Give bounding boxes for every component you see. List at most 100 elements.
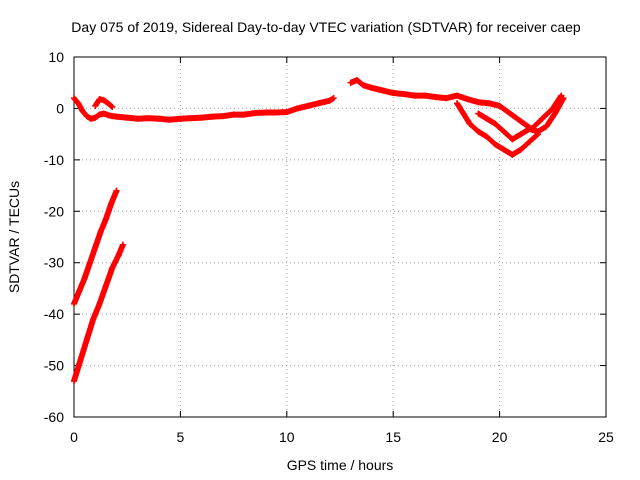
- data-point: [96, 300, 103, 307]
- data-point: [79, 108, 86, 114]
- x-tick-label: 10: [279, 429, 295, 445]
- data-point: [102, 216, 109, 222]
- x-tick-label: 20: [492, 429, 508, 445]
- data-point: [219, 113, 226, 120]
- data-point: [134, 115, 141, 122]
- data-point: [77, 357, 84, 364]
- data-point: [92, 102, 99, 109]
- data-point: [92, 114, 99, 121]
- data-point: [400, 91, 407, 98]
- data-point: [92, 244, 99, 251]
- data-point: [354, 77, 361, 84]
- data-point: [390, 90, 397, 96]
- y-tick-label: -50: [44, 358, 64, 374]
- data-point: [496, 102, 503, 109]
- data-point: [100, 97, 107, 104]
- data-point: [100, 110, 107, 117]
- y-tick-label: -40: [44, 306, 64, 322]
- data-point: [492, 141, 499, 148]
- data-point: [509, 151, 516, 158]
- data-layer: [71, 77, 567, 384]
- data-point: [109, 264, 116, 271]
- series-afternoon-segment: [347, 77, 565, 132]
- y-tick-label: -60: [44, 409, 64, 425]
- data-point: [360, 82, 367, 89]
- data-point: [294, 105, 301, 112]
- data-point: [119, 241, 126, 248]
- data-point: [96, 111, 103, 118]
- data-point: [76, 288, 83, 294]
- data-point: [113, 113, 120, 120]
- data-point: [83, 336, 90, 343]
- data-point: [475, 128, 482, 135]
- data-point: [526, 138, 533, 145]
- series-early-bump: [92, 96, 116, 110]
- data-point: [534, 128, 541, 135]
- series-afternoon-branch-b: [475, 95, 567, 143]
- data-point: [443, 95, 450, 102]
- data-point: [96, 96, 103, 103]
- data-point: [517, 131, 524, 138]
- data-point: [241, 111, 248, 118]
- data-point: [460, 110, 467, 117]
- data-point: [539, 115, 546, 122]
- data-point: [113, 187, 120, 194]
- chart-title: Day 075 of 2019, Sidereal Day-to-day VTE…: [71, 19, 581, 35]
- x-tick-label: 0: [70, 429, 78, 445]
- data-point: [326, 97, 333, 104]
- data-point: [543, 123, 550, 130]
- data-point: [156, 115, 163, 122]
- y-tick-label: 10: [48, 49, 64, 65]
- data-point: [75, 100, 82, 107]
- data-point: [262, 109, 269, 116]
- grid-layer: [74, 57, 606, 417]
- x-tick-label: 5: [177, 429, 185, 445]
- data-point: [475, 110, 482, 117]
- x-tick-label: 15: [385, 429, 401, 445]
- data-point: [124, 114, 131, 121]
- data-point: [283, 109, 290, 116]
- series-afternoon-branch-a: [454, 100, 541, 158]
- data-point: [97, 228, 104, 235]
- data-point: [551, 110, 558, 117]
- y-tick-label: -10: [44, 152, 64, 168]
- data-point: [347, 79, 354, 86]
- data-point: [368, 84, 375, 91]
- data-point: [209, 113, 216, 120]
- data-point: [102, 282, 109, 289]
- data-point: [454, 100, 461, 107]
- data-point: [560, 95, 567, 102]
- data-point: [422, 92, 429, 99]
- data-point: [145, 115, 152, 122]
- data-point: [90, 316, 97, 323]
- data-point: [86, 259, 93, 266]
- x-tick-label: 25: [598, 429, 614, 445]
- plot-frame: [73, 56, 607, 418]
- data-point: [71, 95, 77, 102]
- data-point: [500, 146, 507, 153]
- data-point: [71, 300, 77, 307]
- data-point: [177, 115, 184, 122]
- data-point: [305, 102, 312, 109]
- tick-layer: 0 5 10 15 20 25 -60 -50 -40 -30 -20 -10 0 10: [44, 49, 614, 445]
- data-point: [526, 126, 533, 132]
- data-point: [500, 128, 507, 135]
- data-point: [166, 116, 173, 123]
- data-point: [315, 100, 322, 107]
- data-point: [507, 110, 514, 117]
- data-point: [483, 115, 490, 122]
- data-point: [273, 109, 280, 116]
- data-point: [251, 110, 258, 117]
- data-point: [115, 252, 122, 258]
- series-main-band: [71, 95, 337, 123]
- data-point: [411, 92, 418, 99]
- data-point: [432, 94, 439, 101]
- data-point: [466, 120, 473, 127]
- data-point: [230, 111, 237, 118]
- data-point: [88, 115, 95, 122]
- y-tick-label: -30: [44, 255, 64, 271]
- series-diagonal-upper: [71, 187, 120, 307]
- data-point: [330, 95, 337, 102]
- data-point: [83, 113, 90, 120]
